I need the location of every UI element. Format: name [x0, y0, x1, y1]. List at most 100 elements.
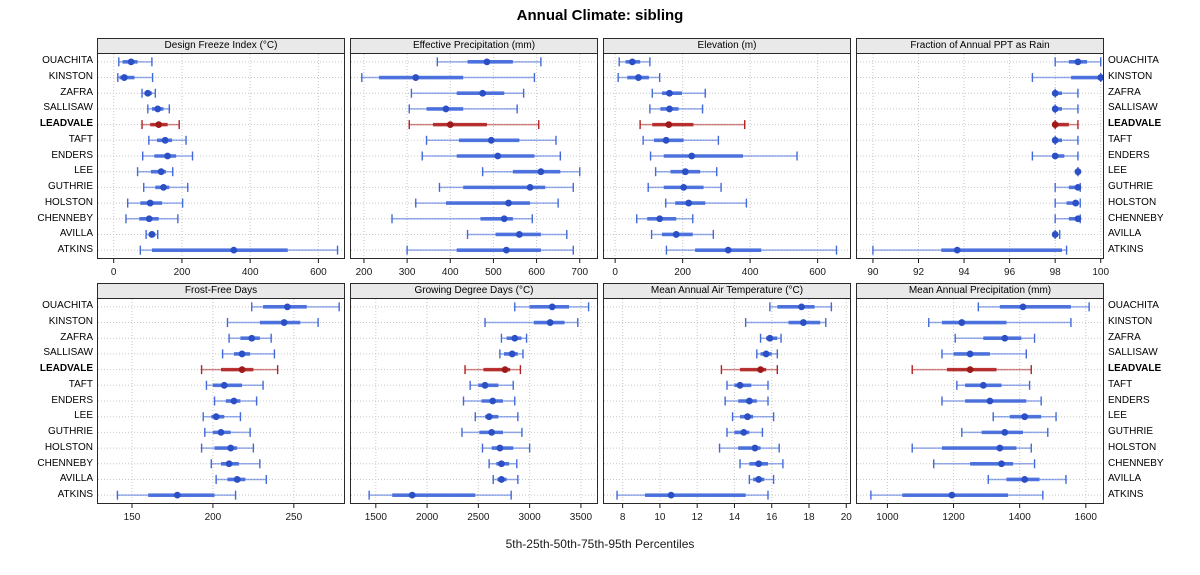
panel-plot-area [603, 299, 851, 504]
site-label-holston: HOLSTON [1108, 441, 1157, 453]
site-label-kinston: KINSTON [48, 315, 93, 327]
percentile-series-guthrie [726, 427, 764, 437]
percentile-series-atkins [665, 245, 838, 255]
site-label-guthrie: GUTHRIE [48, 181, 93, 193]
site-label-lee: LEE [74, 165, 93, 177]
percentile-series-guthrie [961, 427, 1049, 437]
x-tick-label: 0 [612, 267, 618, 278]
site-label-atkins: ATKINS [1108, 244, 1144, 256]
site-label-ouachita: OUACHITA [42, 300, 93, 311]
x-tick-label: 3000 [519, 512, 542, 523]
percentile-series-ouachita [977, 302, 1090, 312]
x-tick-label: 2500 [467, 512, 490, 523]
percentile-series-lee [654, 167, 718, 177]
percentile-series-atkins [116, 490, 237, 500]
percentile-series-leadvale [408, 120, 540, 130]
site-label-avilla: AVILLA [1108, 473, 1142, 485]
percentile-series-holston [481, 443, 531, 453]
percentile-series-sallisaw [1051, 104, 1079, 114]
site-label-leadvale: LEADVALE [1108, 118, 1162, 130]
x-tick-label: 1000 [876, 512, 899, 523]
site-label-zafra: ZAFRA [60, 331, 93, 343]
percentile-series-zafra [410, 88, 525, 98]
percentile-series-avilla [215, 474, 268, 484]
figure-title: Annual Climate: sibling [516, 7, 684, 24]
x-axis: 1000 1200 1400 1600 [876, 504, 1097, 523]
percentile-series-zafra [141, 88, 157, 98]
percentile-series-leadvale [141, 120, 180, 130]
percentile-series-sallisaw [221, 349, 276, 359]
site-label-ouachita: OUACHITA [1108, 55, 1159, 66]
site-label-enders: ENDERS [1108, 394, 1150, 406]
x-axis: 90 92 94 96 98 100 [867, 259, 1110, 278]
percentile-series-ouachita [769, 302, 833, 312]
x-tick-label: 10 [654, 512, 666, 523]
panel-plot-area [603, 54, 851, 259]
panel-plot-area [97, 299, 345, 504]
x-tick-label: 400 [442, 267, 459, 278]
x-tick-label: 2000 [416, 512, 439, 523]
site-label-chenneby: CHENNEBY [37, 457, 93, 469]
site-label-guthrie: GUTHRIE [1108, 181, 1153, 193]
site-label-kinston: KINSTON [48, 70, 93, 82]
percentile-series-enders [724, 396, 769, 406]
percentile-series-holston [126, 198, 184, 208]
percentile-series-zafra [228, 333, 272, 343]
panel-row-1: OUACHITA KINSTON ZAFRA SALLISAW LEADVALE TAFT… [0, 38, 1200, 280]
percentile-series-ouachita [251, 302, 340, 312]
percentile-series-avilla [466, 229, 568, 239]
x-tick-label: 18 [803, 512, 815, 523]
site-label-sallisaw: SALLISAW [1108, 347, 1158, 359]
site-label-avilla: AVILLA [59, 473, 93, 485]
x-tick-label: 200 [674, 267, 691, 278]
panel-strip: Effective Precipitation (mm) [350, 38, 598, 54]
percentile-series-leadvale [464, 365, 522, 375]
site-label-sallisaw: SALLISAW [1108, 102, 1158, 114]
percentile-series-kinston [1031, 73, 1103, 83]
percentile-series-avilla [492, 474, 519, 484]
panel-effective-precipitation-mm-: Effective Precipitation (mm) 200 300 400 500… [350, 38, 598, 283]
percentile-series-enders [941, 396, 1042, 406]
percentile-series-ouachita [514, 302, 590, 312]
percentile-series-taft [1051, 135, 1079, 145]
percentile-series-holston [1054, 198, 1081, 208]
percentile-series-holston [200, 443, 255, 453]
x-tick-label: 400 [242, 267, 259, 278]
percentile-series-zafra [1051, 88, 1079, 98]
percentile-series-taft [726, 380, 769, 390]
site-labels-right: OUACHITA KINSTON ZAFRA SALLISAW LEADVALE TAFT… [1108, 298, 1200, 503]
percentile-series-enders [649, 151, 798, 161]
percentile-series-taft [425, 135, 557, 145]
site-label-lee: LEE [74, 410, 93, 422]
percentile-series-taft [642, 135, 720, 145]
x-axis: 1500 2000 2500 3000 3500 [365, 504, 592, 523]
x-tick-label: 90 [867, 267, 879, 278]
site-label-taft: TAFT [68, 133, 93, 145]
site-label-atkins: ATKINS [57, 489, 93, 501]
site-label-enders: ENDERS [1108, 149, 1150, 161]
site-label-avilla: AVILLA [1108, 228, 1142, 240]
site-label-kinston: KINSTON [1108, 70, 1153, 82]
x-tick-label: 200 [205, 512, 222, 523]
percentile-series-chenneby [1054, 214, 1082, 224]
site-label-ouachita: OUACHITA [42, 55, 93, 66]
x-tick-label: 98 [1050, 267, 1062, 278]
site-label-taft: TAFT [1108, 133, 1133, 145]
site-label-leadvale: LEADVALE [39, 118, 93, 130]
panel-plot-area [856, 54, 1104, 259]
percentile-series-chenneby [488, 459, 518, 469]
site-label-enders: ENDERS [51, 149, 93, 161]
percentile-series-enders [462, 396, 516, 406]
percentile-series-holston [415, 198, 559, 208]
percentile-series-atkins [139, 245, 339, 255]
x-tick-label: 700 [571, 267, 588, 278]
x-tick-label: 100 [1092, 267, 1109, 278]
site-label-chenneby: CHENNEBY [1108, 212, 1164, 224]
site-label-atkins: ATKINS [1108, 489, 1144, 501]
percentile-series-atkins [870, 490, 1044, 500]
site-label-zafra: ZAFRA [1108, 331, 1141, 343]
site-label-lee: LEE [1108, 165, 1127, 177]
percentile-series-chenneby [125, 214, 179, 224]
x-tick-label: 250 [285, 512, 302, 523]
percentile-series-atkins [406, 245, 574, 255]
